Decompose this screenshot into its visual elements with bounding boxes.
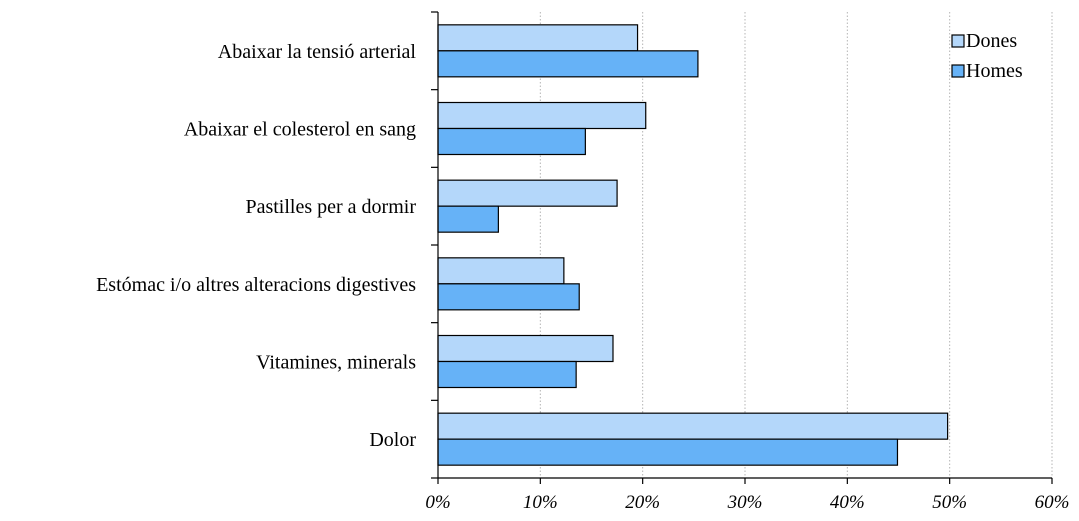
bar-dones-1: [437, 101, 647, 130]
bar-homes-0: [437, 50, 699, 78]
bar-homes-1: [437, 127, 586, 156]
x-tick-labels: 0% 10% 20% 30% 40% 50% 60%: [425, 492, 1069, 513]
legend-label-homes: Homes: [966, 60, 1023, 82]
category-label-0: Abaixar la tensió arterial: [218, 41, 417, 63]
bar-dones-0: [437, 24, 639, 52]
bar-homes-3: [437, 283, 580, 311]
axes: [431, 11, 1053, 484]
bar-homes-5: [437, 438, 899, 466]
category-label-3: Estómac i/o altres alteracions digestive…: [96, 274, 416, 296]
grid-lines: [539, 12, 1053, 478]
bars: [437, 24, 949, 466]
bar-dones-3: [437, 257, 565, 285]
bar-dones-4: [437, 334, 614, 363]
legend-swatch-dones: [951, 34, 965, 48]
bar-dones-5: [437, 412, 949, 440]
x-tick-label-2: 20%: [625, 492, 660, 513]
bar-homes-4: [437, 360, 577, 389]
category-labels: Abaixar la tensió arterial Abaixar el col…: [96, 41, 416, 451]
legend-swatch-homes: [951, 64, 965, 78]
category-label-4: Vitamines, minerals: [256, 352, 416, 374]
x-tick-label-5: 50%: [932, 492, 967, 513]
legend-label-dones: Dones: [966, 30, 1017, 52]
x-tick-label-4: 40%: [830, 492, 865, 513]
category-label-5: Dolor: [369, 429, 416, 451]
bar-dones-2: [437, 179, 618, 207]
x-tick-label-6: 60%: [1035, 492, 1070, 513]
x-tick-label-1: 10%: [523, 492, 558, 513]
legend: Dones Homes: [951, 30, 1023, 82]
category-label-2: Pastilles per a dormir: [245, 196, 416, 218]
bar-homes-2: [437, 205, 499, 233]
x-tick-label-3: 30%: [727, 492, 763, 513]
category-label-1: Abaixar el colesterol en sang: [184, 119, 416, 141]
x-tick-label-0: 0%: [425, 492, 450, 513]
